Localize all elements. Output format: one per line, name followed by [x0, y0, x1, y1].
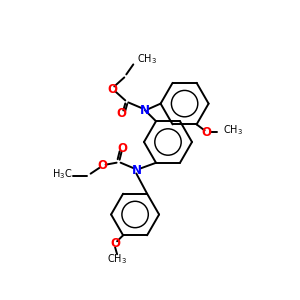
Text: O: O [118, 142, 128, 155]
Text: O: O [98, 159, 108, 172]
Text: N: N [140, 104, 150, 117]
Text: O: O [107, 83, 117, 96]
Text: O: O [110, 237, 120, 250]
Text: H$_3$C: H$_3$C [52, 167, 73, 181]
Text: O: O [202, 126, 212, 139]
Text: CH$_3$: CH$_3$ [137, 52, 157, 66]
Text: CH$_3$: CH$_3$ [107, 252, 127, 266]
Text: O: O [116, 107, 126, 120]
Text: N: N [132, 164, 142, 177]
Text: CH$_3$: CH$_3$ [223, 124, 243, 137]
